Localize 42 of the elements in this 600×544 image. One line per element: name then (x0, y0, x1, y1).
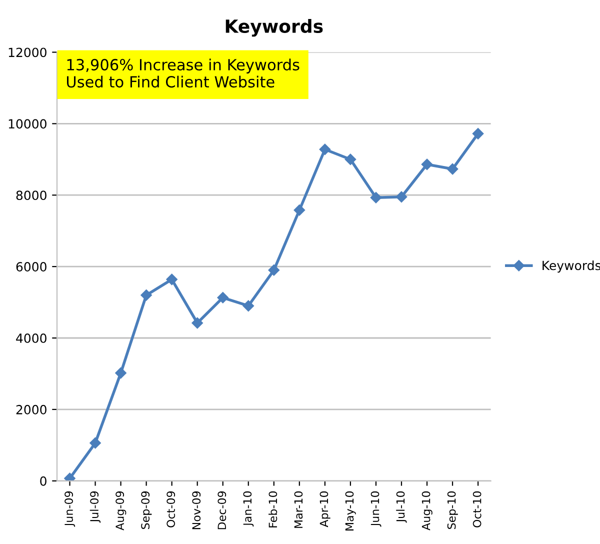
x-tick-label: Oct-09 (166, 491, 176, 528)
y-tick-label: 0 (40, 476, 46, 486)
x-tick-label: Mar-10 (294, 491, 303, 528)
x-tick-label: Aug-10 (422, 491, 432, 530)
x-tick-label: Dec-09 (218, 491, 226, 530)
point (446, 163, 458, 175)
point (115, 367, 126, 379)
y-tick-label: 10000 (8, 119, 46, 129)
y-tick-label: 6000 (16, 262, 46, 272)
point (472, 128, 484, 140)
x-tick-label: May-10 (345, 491, 356, 530)
point (217, 292, 228, 304)
x-tick-label: Oct-10 (472, 491, 482, 528)
point (421, 158, 433, 170)
chart-title: Keywords (226, 19, 323, 37)
point (192, 317, 203, 329)
point (294, 204, 306, 216)
x-tick-label: Sep-10 (447, 491, 458, 529)
x-tick-label: Jun-10 (370, 491, 382, 527)
x-tick-label: Apr-10 (320, 491, 330, 528)
point (370, 192, 382, 204)
x-tick-label: Aug-09 (116, 491, 126, 530)
point (396, 191, 408, 203)
point (268, 264, 280, 276)
y-tick-label: 8000 (16, 190, 46, 200)
x-tick-label: Feb-10 (268, 491, 278, 528)
point (319, 144, 331, 155)
point (242, 300, 254, 312)
y-tick-label: 12000 (8, 48, 46, 58)
x-tick-label: Sep-09 (141, 491, 152, 529)
point (140, 290, 152, 301)
x-tick-label: Jul-09 (90, 491, 101, 523)
y-tick-label: 2000 (16, 404, 46, 414)
point (344, 154, 356, 165)
annotation: 13,906% Increase in Keywords Used to Find Client Website (67, 58, 300, 88)
x-tick-label: Nov-09 (192, 491, 201, 530)
x-tick-label: Jan-10 (243, 491, 254, 526)
x-tick-label: Jun-09 (64, 491, 76, 527)
y-tick-label: 4000 (16, 333, 46, 343)
x-tick-label: Jul-10 (396, 491, 407, 523)
point (90, 437, 101, 449)
point (166, 274, 178, 286)
